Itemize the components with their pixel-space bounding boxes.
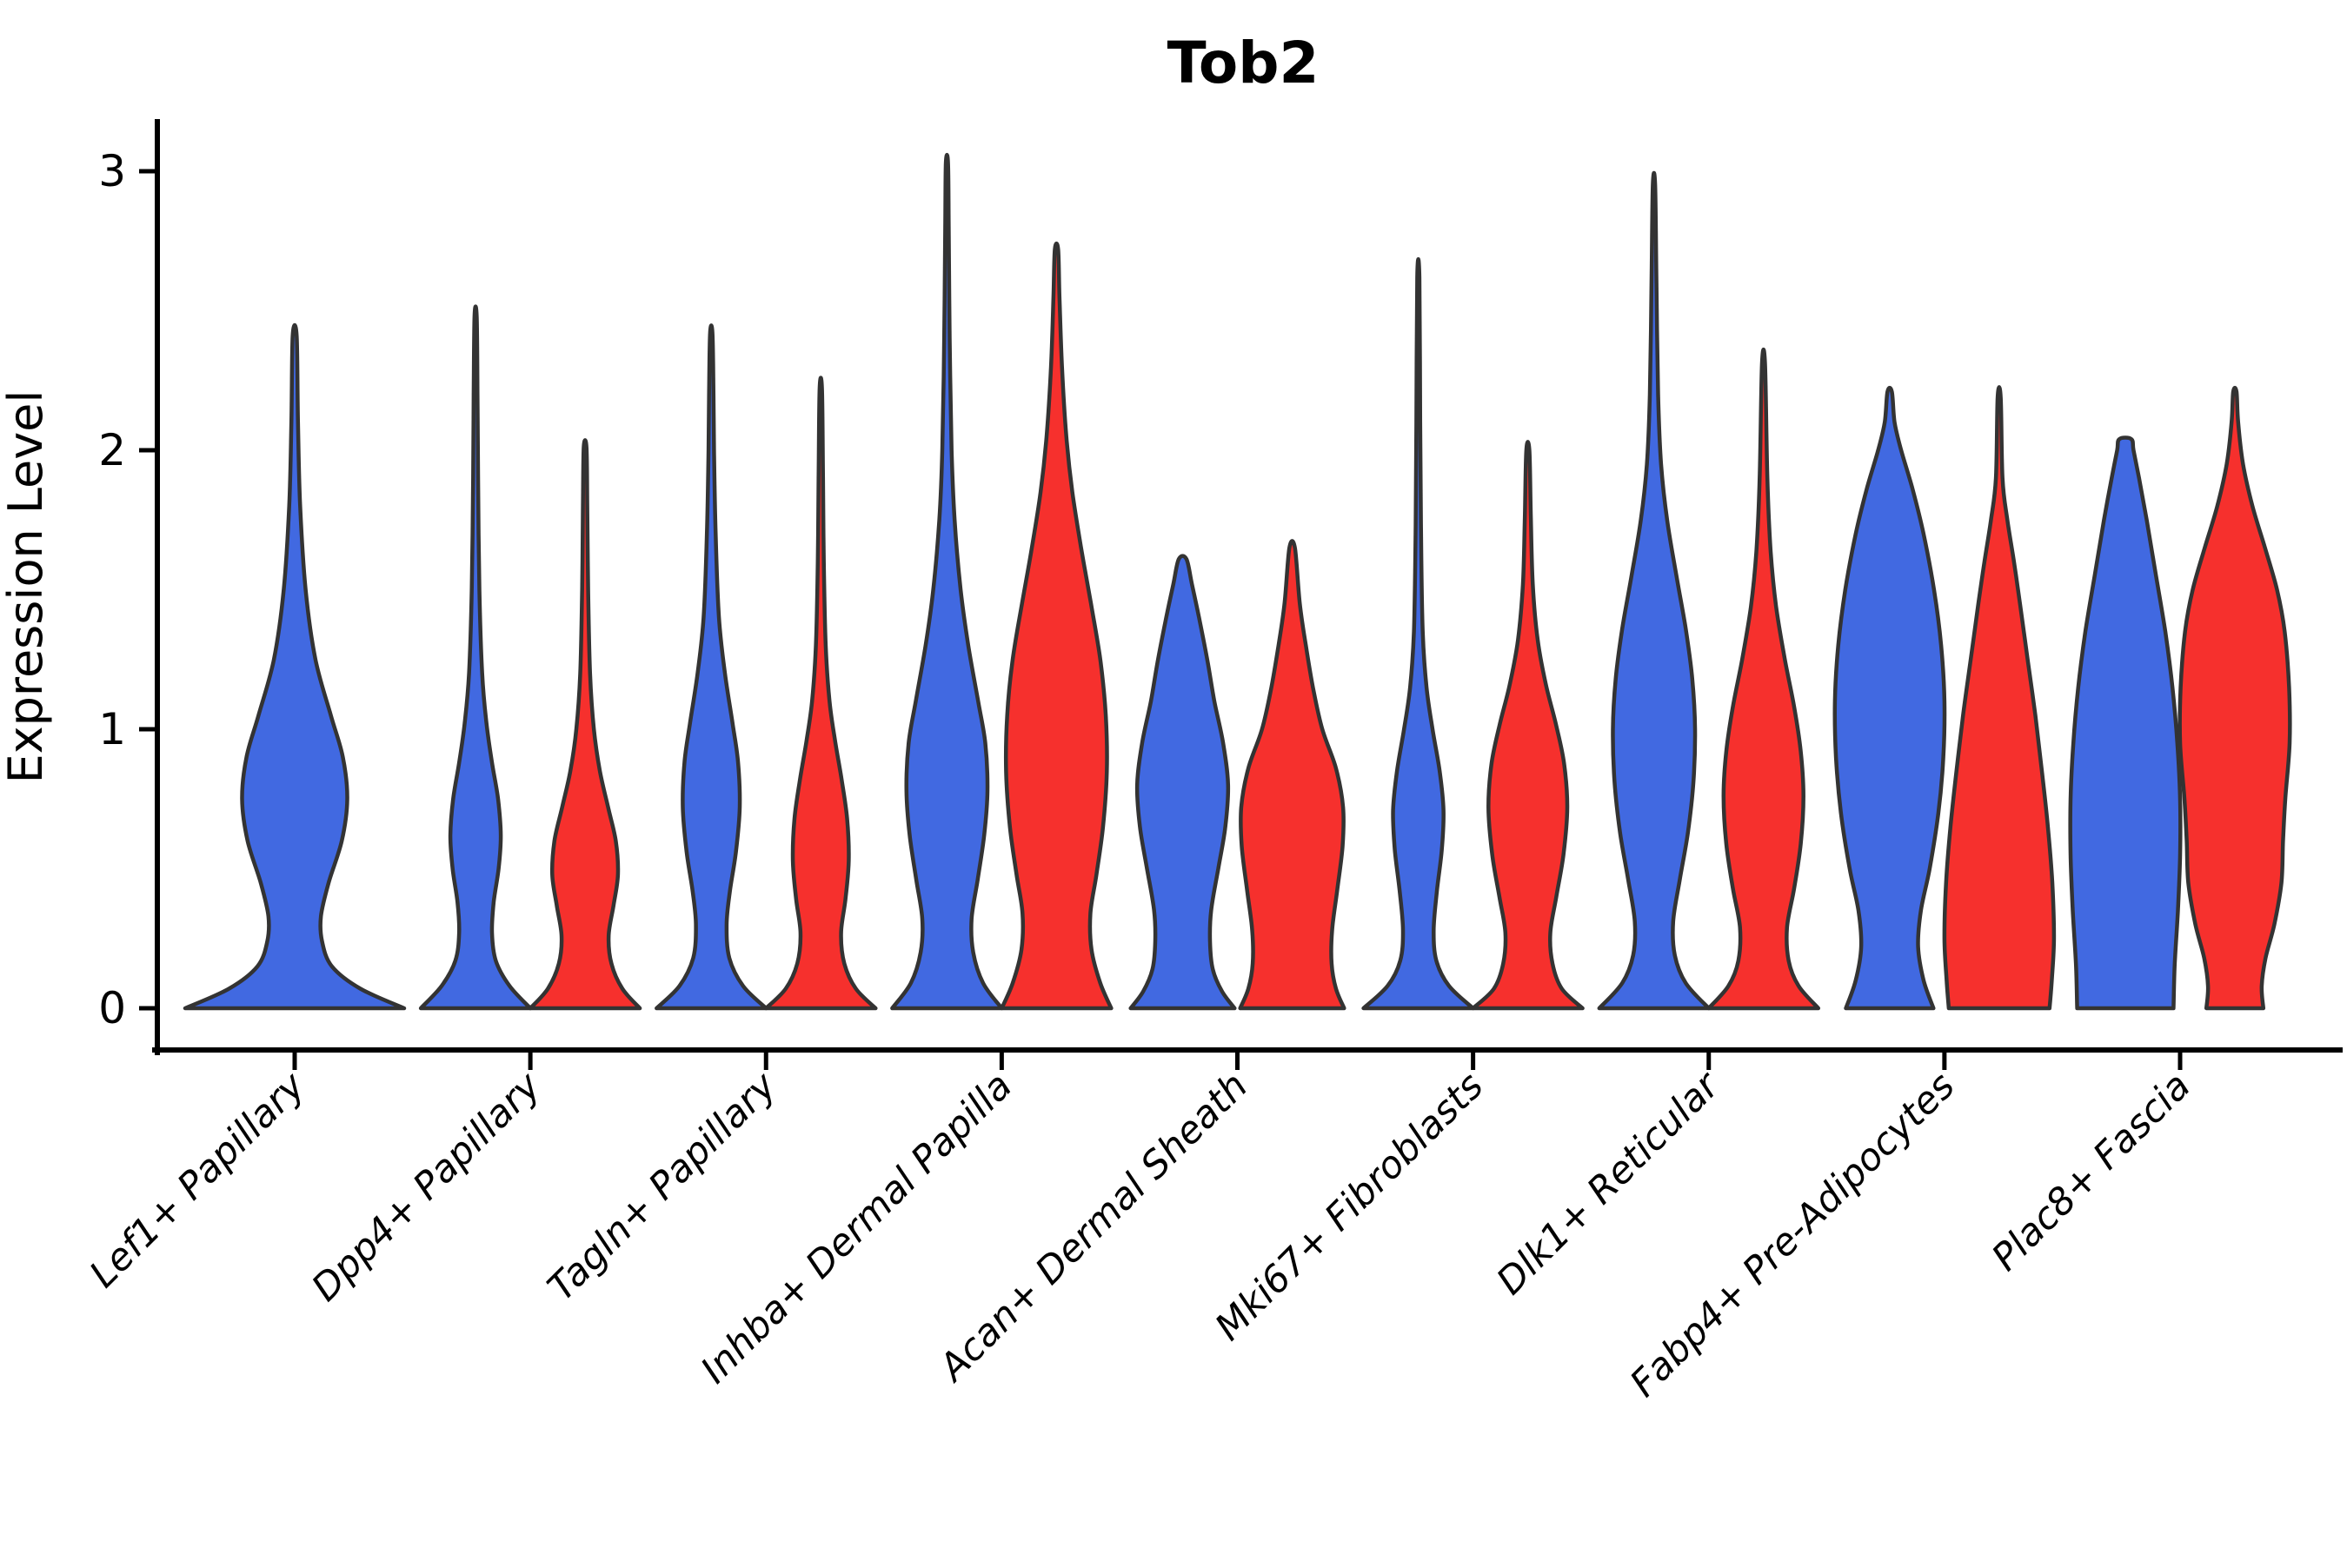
y-tick-label: 3 xyxy=(98,146,126,196)
violin-lef1-papillary-group1 xyxy=(183,322,407,1011)
violin-dlk1-reticular-group2 xyxy=(1706,347,1821,1011)
y-axis-label: Expression Level xyxy=(0,390,53,784)
y-tick-label: 2 xyxy=(98,425,126,475)
violin-dpp4-papillary-group2 xyxy=(528,438,642,1011)
x-tick-label-mki67-fibroblasts: Mki67+ Fibroblasts xyxy=(1207,1064,1493,1349)
violin-dlk1-reticular-group1 xyxy=(1597,170,1712,1011)
violin-mki67-fibroblasts-group2 xyxy=(1471,440,1585,1011)
violin-mki67-fibroblasts-group1 xyxy=(1361,256,1475,1011)
y-tick-label: 1 xyxy=(98,704,126,754)
violin-tagln-papillary-group2 xyxy=(764,375,878,1011)
y-tick-label: 0 xyxy=(98,983,126,1033)
plot-title: Tob2 xyxy=(1167,30,1320,96)
violin-dpp4-papillary-group1 xyxy=(418,304,533,1011)
x-tick-label-plac8-fascia: Plac8+ Fascia xyxy=(1984,1064,2199,1279)
violin-tagln-papillary-group1 xyxy=(655,323,768,1011)
violin-inhba-dermal-papilla-group1 xyxy=(890,152,1004,1011)
violins-layer xyxy=(183,152,2292,1011)
violin-inhba-dermal-papilla-group2 xyxy=(1000,241,1114,1011)
y-ticks-layer: 0 1 2 3 xyxy=(98,146,157,1033)
violin-acan-dermal-sheath-group2 xyxy=(1238,539,1346,1011)
violin-plac8-fascia-group1 xyxy=(2068,435,2183,1011)
violin-fabp4-pre-adipocytes-group1 xyxy=(1832,385,1947,1011)
violin-plac8-fascia-group2 xyxy=(2177,385,2292,1011)
x-tick-label-dlk1-reticular: Dlk1+ Reticular xyxy=(1488,1063,1729,1304)
x-tick-label-lef1-papillary: Lef1+ Papillary xyxy=(82,1064,314,1296)
violin-fabp4-pre-adipocytes-group2 xyxy=(1942,385,2057,1011)
violin-acan-dermal-sheath-group1 xyxy=(1128,554,1237,1011)
x-tick-label-tagln-papillary: Tagln+ Papillary xyxy=(540,1064,786,1310)
x-tick-label-dpp4-papillary: Dpp4+ Papillary xyxy=(303,1064,549,1310)
